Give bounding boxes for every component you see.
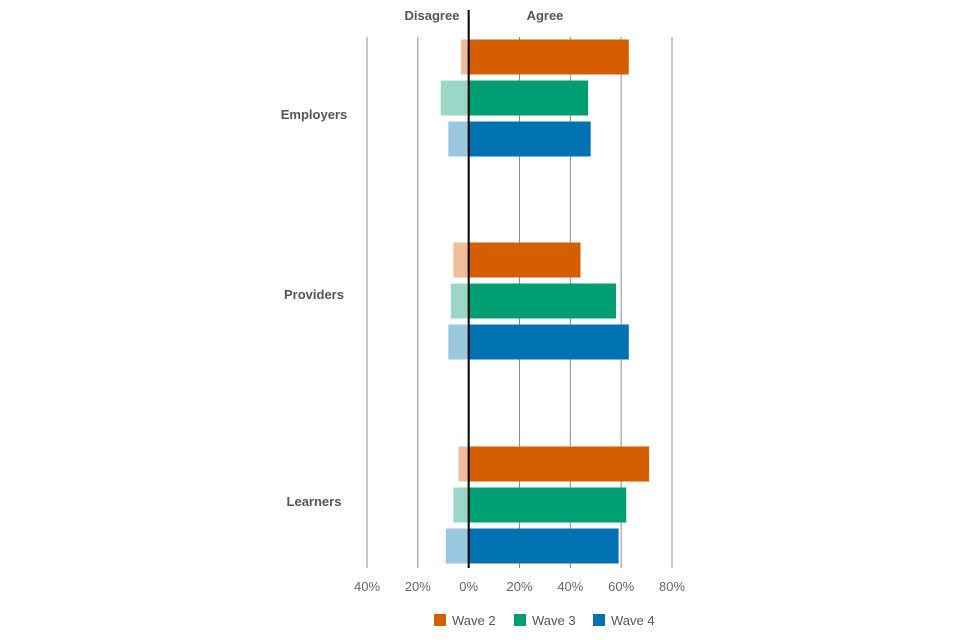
bar-disagree <box>450 283 469 319</box>
bar-agree <box>468 39 629 75</box>
bar-agree <box>468 80 589 116</box>
bar-agree <box>468 446 650 482</box>
bar-disagree <box>448 324 469 360</box>
bar-agree <box>468 283 617 319</box>
category-label: Learners <box>287 494 342 509</box>
legend-label: Wave 4 <box>611 613 655 628</box>
x-tick-label: 60% <box>608 579 634 594</box>
legend: Wave 2 Wave 3 Wave 4 <box>434 613 655 628</box>
agree-header: Agree <box>527 8 564 23</box>
legend-label: Wave 2 <box>452 613 496 628</box>
x-tick-label: 20% <box>506 579 532 594</box>
bar-agree <box>468 242 581 278</box>
bar-agree <box>468 487 627 523</box>
category-label: Providers <box>284 287 344 302</box>
bar-disagree <box>453 487 469 523</box>
bar-disagree <box>461 39 469 75</box>
bars <box>440 39 650 564</box>
bar-disagree <box>445 528 469 564</box>
x-tick-label: 40% <box>354 579 380 594</box>
x-tick-label: 80% <box>659 579 685 594</box>
legend-swatch <box>593 614 605 626</box>
bar-disagree <box>453 242 469 278</box>
legend-swatch <box>434 614 446 626</box>
bar-agree <box>468 528 619 564</box>
x-tick-labels: 40% 20% 0% 20% 40% 60% 80% <box>354 579 685 594</box>
x-tick-label: 20% <box>405 579 431 594</box>
category-label: Employers <box>281 107 347 122</box>
bar-agree <box>468 121 591 157</box>
disagree-header: Disagree <box>405 8 460 23</box>
x-tick-label: 40% <box>557 579 583 594</box>
x-tick-label: 0% <box>459 579 478 594</box>
bar-disagree <box>458 446 469 482</box>
bar-disagree <box>440 80 469 116</box>
legend-swatch <box>514 614 526 626</box>
category-labels: Employers Providers Learners <box>281 107 347 509</box>
bar-agree <box>468 324 629 360</box>
legend-label: Wave 3 <box>532 613 576 628</box>
bar-disagree <box>448 121 469 157</box>
